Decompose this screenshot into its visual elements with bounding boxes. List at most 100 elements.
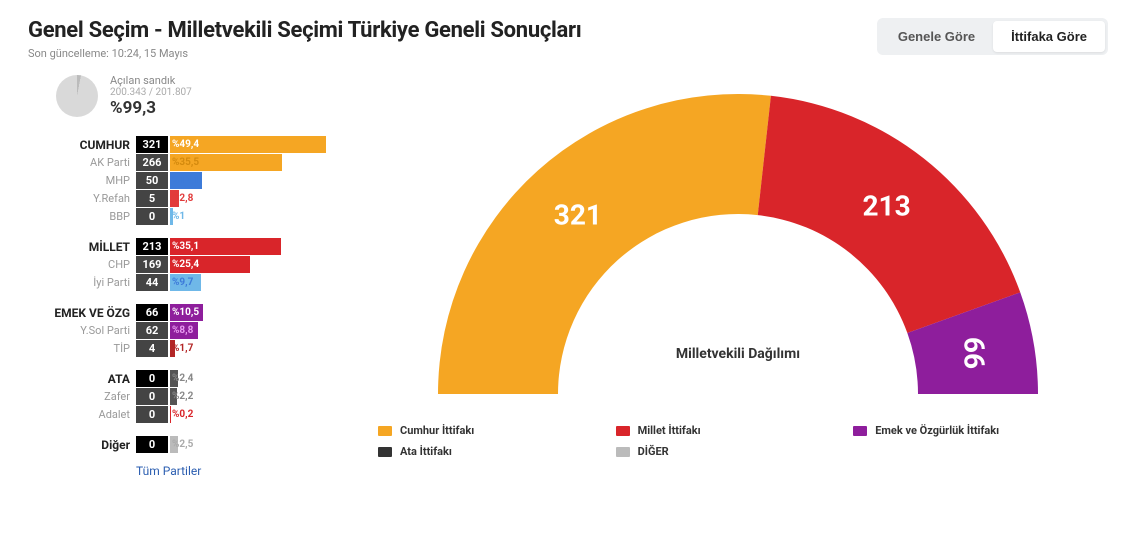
- row-seats: 0: [136, 208, 168, 225]
- alliance-row[interactable]: EMEK VE ÖZG66%10,5: [28, 304, 328, 321]
- seat-gauge: Milletvekili Dağılımı 32121366: [398, 74, 1078, 434]
- row-name: EMEK VE ÖZG: [28, 306, 136, 320]
- row-seats: 0: [136, 436, 168, 453]
- row-seats: 66: [136, 304, 168, 321]
- row-pct: %2,5: [172, 436, 193, 453]
- toggle-alliance-button[interactable]: İttifaka Göre: [993, 21, 1105, 52]
- row-seats: 0: [136, 370, 168, 387]
- row-bar-wrap: %10,5: [170, 304, 328, 321]
- legend-swatch: [616, 447, 630, 457]
- row-bar-wrap: %10,1: [170, 172, 328, 189]
- row-pct: %2,2: [172, 388, 193, 405]
- row-pct: %2,8: [172, 190, 193, 207]
- row-pct: %49,4: [172, 136, 199, 153]
- alliance-group: Diğer0%2,5: [28, 436, 328, 454]
- row-bar-wrap: %2,4: [170, 370, 328, 387]
- row-seats: 0: [136, 406, 168, 423]
- alliance-group: EMEK VE ÖZG66%10,5Y.Sol Parti62%8,8TİP4%…: [28, 304, 328, 358]
- party-row[interactable]: Y.Sol Parti62%8,8: [28, 322, 328, 339]
- row-bar-wrap: %1,7: [170, 340, 328, 357]
- legend-item[interactable]: Ata İttifakı: [378, 445, 616, 458]
- row-bar-wrap: %2,5: [170, 436, 328, 453]
- alliance-row[interactable]: MİLLET213%35,1: [28, 238, 328, 255]
- ballot-progress: Açılan sandık 200.343 / 201.807 %99,3: [28, 74, 328, 118]
- row-name: Diğer: [28, 438, 136, 452]
- row-pct: %10,1: [172, 172, 199, 189]
- row-name: Adalet: [28, 408, 136, 421]
- row-name: Y.Sol Parti: [28, 324, 136, 337]
- legend-label: DİĞER: [638, 445, 669, 458]
- all-parties-link[interactable]: Tüm Partiler: [136, 464, 328, 478]
- legend-label: Ata İttifakı: [400, 445, 452, 458]
- row-bar-wrap: %2,8: [170, 190, 328, 207]
- header: Genel Seçim - Milletvekili Seçimi Türkiy…: [28, 18, 1108, 60]
- row-seats: 62: [136, 322, 168, 339]
- party-row[interactable]: BBP0%1: [28, 208, 328, 225]
- row-bar-wrap: %2,2: [170, 388, 328, 405]
- alliance-group: ATA0%2,4Zafer0%2,2Adalet0%0,2: [28, 370, 328, 424]
- header-left: Genel Seçim - Milletvekili Seçimi Türkiy…: [28, 18, 581, 60]
- row-pct: %35,5: [172, 154, 199, 171]
- alliance-row[interactable]: Diğer0%2,5: [28, 436, 328, 453]
- ballot-text: Açılan sandık 200.343 / 201.807 %99,3: [110, 74, 192, 118]
- gauge-seat-label: 321: [554, 199, 602, 232]
- row-seats: 5: [136, 190, 168, 207]
- alliance-group: CUMHUR321%49,4AK Parti266%35,5MHP50%10,1…: [28, 136, 328, 226]
- row-name: Y.Refah: [28, 192, 136, 205]
- row-name: BBP: [28, 210, 136, 223]
- row-pct: %1,7: [172, 340, 193, 357]
- ballot-count: 200.343 / 201.807: [110, 87, 192, 98]
- row-pct: %1: [172, 208, 185, 225]
- legend-item[interactable]: DİĞER: [616, 445, 854, 458]
- legend-swatch: [378, 426, 392, 436]
- row-pct: %25,4: [172, 256, 199, 273]
- row-pct: %9,7: [172, 274, 193, 291]
- row-bar-wrap: %8,8: [170, 322, 328, 339]
- row-pct: %35,1: [172, 238, 199, 255]
- row-seats: 0: [136, 388, 168, 405]
- row-bar-wrap: %49,4: [170, 136, 328, 153]
- toggle-general-button[interactable]: Genele Göre: [880, 21, 993, 52]
- row-pct: %2,4: [172, 370, 193, 387]
- alliance-row[interactable]: CUMHUR321%49,4: [28, 136, 328, 153]
- row-pct: %10,5: [172, 304, 199, 321]
- row-bar-wrap: %1: [170, 208, 328, 225]
- row-name: MİLLET: [28, 240, 136, 254]
- row-name: MHP: [28, 174, 136, 187]
- row-seats: 266: [136, 154, 168, 171]
- alliance-row[interactable]: ATA0%2,4: [28, 370, 328, 387]
- gauge-seat-label: 213: [862, 189, 910, 222]
- alliance-groups: CUMHUR321%49,4AK Parti266%35,5MHP50%10,1…: [28, 136, 328, 454]
- alliance-group: MİLLET213%35,1CHP169%25,4İyi Parti44%9,7: [28, 238, 328, 292]
- row-bar-wrap: %9,7: [170, 274, 328, 291]
- row-bar: [170, 406, 171, 423]
- results-panel: Açılan sandık 200.343 / 201.807 %99,3 CU…: [28, 74, 328, 478]
- ballot-pie-icon: [56, 75, 98, 117]
- row-name: TİP: [28, 342, 136, 355]
- party-row[interactable]: MHP50%10,1: [28, 172, 328, 189]
- row-name: CHP: [28, 258, 136, 271]
- row-name: CUMHUR: [28, 138, 136, 152]
- party-row[interactable]: CHP169%25,4: [28, 256, 328, 273]
- row-pct: %8,8: [172, 322, 193, 339]
- row-seats: 44: [136, 274, 168, 291]
- row-seats: 213: [136, 238, 168, 255]
- party-row[interactable]: İyi Parti44%9,7: [28, 274, 328, 291]
- row-name: İyi Parti: [28, 276, 136, 289]
- row-bar-wrap: %25,4: [170, 256, 328, 273]
- chart-panel: Milletvekili Dağılımı 32121366 Cumhur İt…: [368, 74, 1108, 478]
- party-row[interactable]: Y.Refah5%2,8: [28, 190, 328, 207]
- row-bar-wrap: %0,2: [170, 406, 328, 423]
- gauge-seat-label: 66: [958, 337, 991, 369]
- ballot-label: Açılan sandık: [110, 74, 192, 87]
- party-row[interactable]: AK Parti266%35,5: [28, 154, 328, 171]
- row-pct: %0,2: [172, 406, 193, 423]
- row-bar-wrap: %35,5: [170, 154, 328, 171]
- row-seats: 321: [136, 136, 168, 153]
- party-row[interactable]: TİP4%1,7: [28, 340, 328, 357]
- party-row[interactable]: Adalet0%0,2: [28, 406, 328, 423]
- ballot-pct: %99,3: [110, 98, 192, 118]
- row-name: Zafer: [28, 390, 136, 403]
- page-title: Genel Seçim - Milletvekili Seçimi Türkiy…: [28, 18, 581, 43]
- party-row[interactable]: Zafer0%2,2: [28, 388, 328, 405]
